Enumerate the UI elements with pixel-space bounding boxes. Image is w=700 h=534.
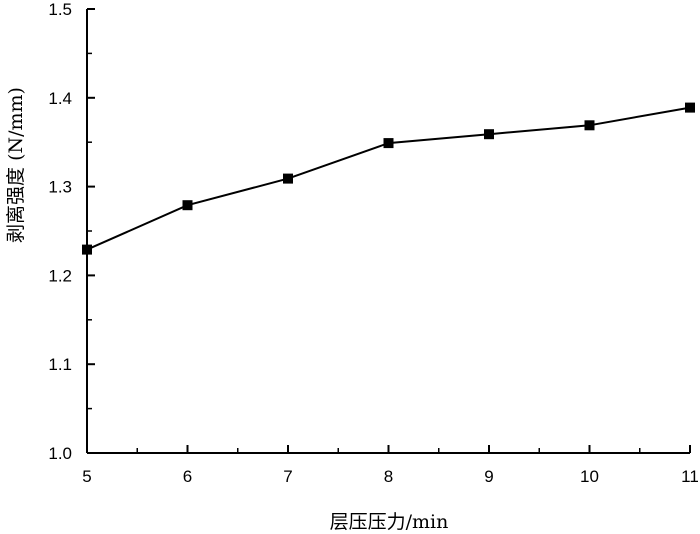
data-point — [584, 120, 595, 131]
x-tick-label: 6 — [183, 467, 192, 486]
y-tick-label: 1.0 — [48, 444, 72, 463]
y-tick-label: 1.1 — [48, 355, 72, 374]
x-axis-ticks: 5 6 7 8 9 10 11 — [82, 445, 699, 486]
series-group — [82, 102, 695, 255]
series-line — [86, 106, 691, 251]
y-tick-label: 1.2 — [48, 266, 72, 285]
y-tick-label: 1.3 — [48, 178, 72, 197]
x-tick-label: 9 — [484, 467, 493, 486]
data-point — [82, 244, 92, 255]
x-tick-label: 7 — [283, 467, 292, 486]
x-tick-label: 5 — [82, 467, 91, 486]
y-axis-ticks: 1.0 1.1 1.2 1.3 1.4 1.5 — [48, 0, 95, 463]
data-point — [383, 138, 394, 149]
x-tick-label: 8 — [384, 467, 393, 486]
data-point — [685, 102, 695, 113]
data-point — [484, 129, 494, 140]
data-point — [182, 200, 193, 211]
x-tick-label: 10 — [580, 467, 599, 486]
y-tick-label: 1.4 — [48, 89, 72, 108]
axes — [86, 9, 690, 454]
x-axis-title: 层压压力/min — [330, 511, 449, 533]
data-point — [283, 173, 293, 184]
x-tick-label: 11 — [681, 467, 699, 486]
y-tick-label: 1.5 — [48, 0, 72, 19]
y-axis-title: 剥离强度 (N/mm) — [5, 87, 27, 243]
